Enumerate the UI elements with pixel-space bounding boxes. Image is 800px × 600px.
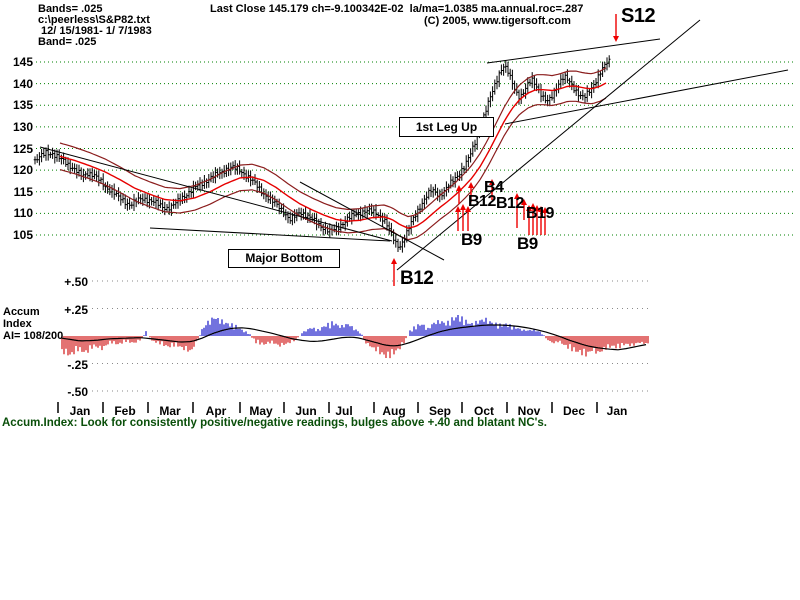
trendline bbox=[504, 69, 789, 125]
signal-label-b9: B9 bbox=[517, 234, 538, 253]
price-axis-label: 110 bbox=[13, 206, 33, 220]
buy-arrow-head bbox=[538, 206, 544, 212]
accum-index-note: Accum.Index: Look for consistently posit… bbox=[2, 417, 547, 429]
month-label: Sep bbox=[428, 404, 451, 418]
ai-axis-label: -.25 bbox=[67, 358, 88, 372]
trendline bbox=[486, 38, 661, 64]
signal-label-b9: B9 bbox=[461, 230, 482, 249]
bands-setting-label: Bands= .025 bbox=[38, 3, 103, 15]
trendline bbox=[39, 146, 393, 242]
sell-arrow-head bbox=[613, 36, 619, 42]
month-label: Apr bbox=[205, 404, 227, 418]
accum-label-line2: Index bbox=[3, 318, 32, 330]
signal-label-b19: B19 bbox=[526, 205, 554, 222]
lower-band-line bbox=[59, 97, 607, 241]
price-axis-label: 140 bbox=[12, 77, 33, 91]
ai-axis-label: +.50 bbox=[64, 275, 88, 289]
signal-label-s12: S12 bbox=[621, 5, 656, 27]
signal-label-b12: B12 bbox=[400, 268, 434, 289]
buy-arrow-head bbox=[489, 179, 495, 185]
price-axis-label: 120 bbox=[12, 163, 33, 177]
moving-average-line bbox=[59, 82, 607, 229]
buy-arrow-head bbox=[391, 258, 397, 264]
accum-label-line1: Accum bbox=[3, 306, 40, 318]
ai-ma-line bbox=[61, 324, 647, 351]
price-axis-label: 135 bbox=[12, 98, 33, 112]
price-axis-label: 115 bbox=[13, 185, 33, 199]
month-label: May bbox=[249, 404, 273, 418]
upper-band-line bbox=[59, 67, 607, 218]
major-bottom-annotation: Major Bottom bbox=[228, 249, 340, 268]
month-label: Feb bbox=[114, 404, 136, 418]
date-range-label: 12/ 15/1981- 1/ 7/1983 bbox=[38, 25, 152, 37]
buy-arrow-head bbox=[468, 182, 474, 188]
price-axis-label: 130 bbox=[12, 120, 33, 134]
trendline bbox=[299, 181, 445, 261]
month-label: Jun bbox=[295, 404, 317, 418]
buy-arrow-head bbox=[455, 206, 461, 212]
month-label: Mar bbox=[159, 404, 181, 418]
trendline bbox=[149, 227, 391, 242]
buy-arrow-head bbox=[456, 185, 462, 191]
buy-arrow-head bbox=[542, 207, 548, 213]
ai-axis-label: +.25 bbox=[64, 303, 88, 317]
copyright-label: (C) 2005, www.tigersoft.com bbox=[424, 15, 571, 27]
price-bars bbox=[33, 55, 611, 253]
ai-value-label: AI= 108/200 bbox=[3, 330, 64, 342]
price-axis-label: 105 bbox=[12, 228, 33, 242]
signal-label-b4: B4 bbox=[484, 179, 504, 196]
buy-arrow-head bbox=[514, 193, 520, 199]
month-label: Jan bbox=[69, 404, 91, 418]
month-label: Nov bbox=[517, 404, 541, 418]
buy-arrow-head bbox=[526, 205, 532, 211]
file-path-label: c:\peerless\S&P82.txt bbox=[38, 14, 150, 26]
trendline bbox=[396, 19, 701, 271]
buy-arrow-head bbox=[460, 204, 466, 210]
first-leg-up-annotation: 1st Leg Up bbox=[399, 117, 494, 137]
last-close-readout: Last Close 145.179 ch=-9.100342E-02 la/m… bbox=[210, 3, 584, 15]
buy-arrow-head bbox=[530, 203, 536, 209]
month-label: Jul bbox=[335, 404, 353, 418]
ai-negative-bars bbox=[61, 336, 649, 359]
price-axis-label: 125 bbox=[12, 142, 33, 156]
ai-axis-label: -.50 bbox=[67, 385, 88, 399]
month-label: Jan bbox=[606, 404, 628, 418]
month-label: Aug bbox=[382, 404, 406, 418]
month-label: Oct bbox=[473, 404, 494, 418]
buy-arrow-head bbox=[521, 199, 527, 205]
signal-label-b12: B12 bbox=[496, 195, 524, 212]
price-axis-label: 145 bbox=[12, 55, 33, 69]
buy-arrow-head bbox=[465, 206, 471, 212]
month-label: Dec bbox=[562, 404, 585, 418]
band-setting-label: Band= .025 bbox=[38, 36, 97, 48]
signal-label-b12: B12 bbox=[468, 193, 496, 210]
buy-arrow-head bbox=[534, 205, 540, 211]
